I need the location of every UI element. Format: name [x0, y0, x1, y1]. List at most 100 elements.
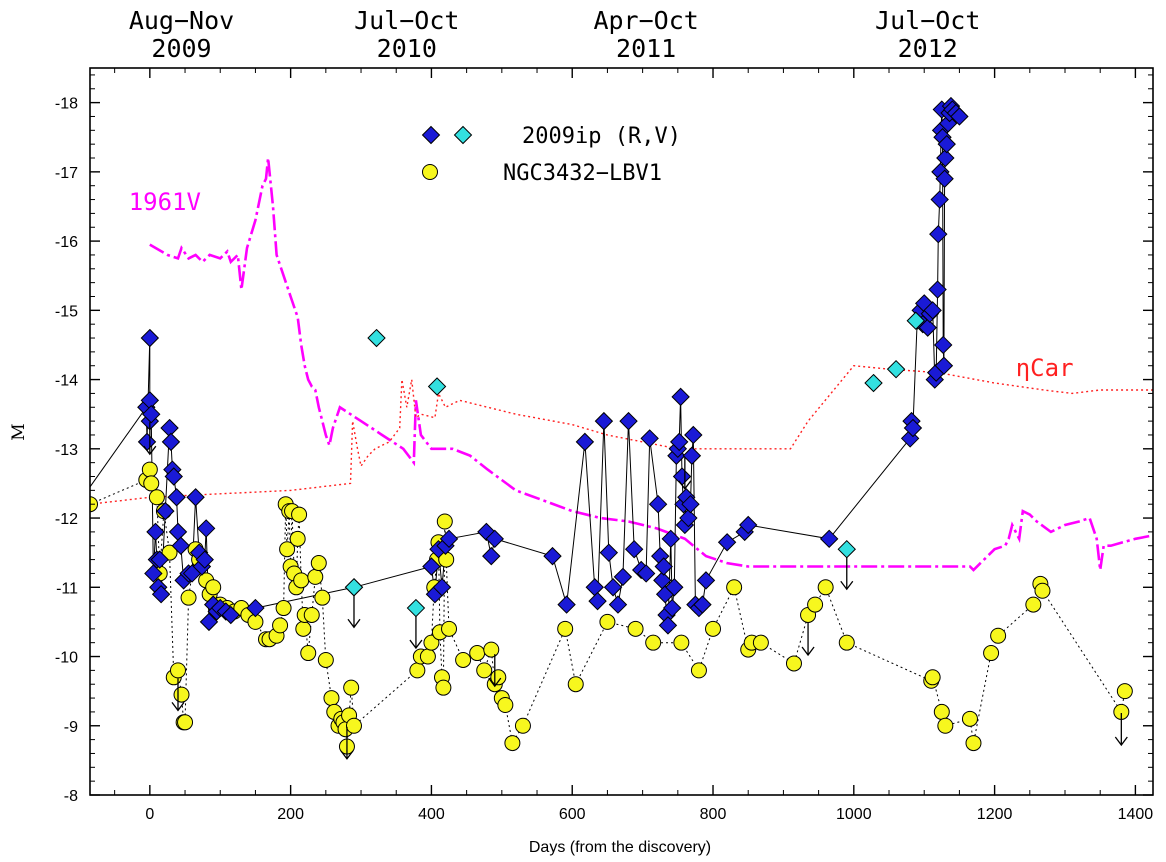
lbv1-point: [289, 530, 306, 547]
sn2009ip-R-point: [557, 595, 576, 614]
period-year: 2011: [616, 34, 676, 63]
x-tick-label: 800: [700, 806, 727, 823]
lbv1-point: [293, 572, 310, 589]
sn1961V-curve: [149, 157, 1153, 572]
x-tick-label: 0: [145, 806, 154, 823]
sn2009ip-R-point: [665, 578, 684, 597]
lbv1-point: [673, 634, 690, 651]
upper-limit-head: [488, 677, 502, 688]
sn2009ip-R-point: [640, 429, 659, 448]
sn2009ip-R-point: [144, 564, 163, 583]
x-tick-label: 1200: [977, 806, 1013, 823]
lbv1-point: [409, 662, 426, 679]
sn2009ip-V-point: [344, 578, 364, 597]
sn2009ip-R-point: [146, 522, 165, 542]
lbv1-point: [567, 676, 584, 693]
lbv1-point: [143, 475, 160, 492]
sn2009ip-R-point: [156, 501, 175, 521]
lbv1-point: [490, 669, 507, 686]
sn2009ip-R-point: [221, 605, 241, 625]
sn2009ip-V-point: [427, 377, 447, 396]
upper-limit-head: [840, 580, 854, 591]
sn2009ip-V-point: [406, 598, 426, 618]
annotations: 1961V ηCar: [129, 188, 1074, 382]
sn2009ip-R-point: [950, 107, 969, 126]
sn2009ip-R-point: [717, 533, 737, 552]
sn2009ip-R-point: [543, 546, 562, 566]
y-tick-label: -10: [55, 650, 78, 667]
sn2009ip-R-point: [246, 598, 265, 618]
lbv1-point: [469, 645, 486, 662]
lbv1-point: [180, 589, 197, 606]
sn2009ip-R-point: [934, 356, 954, 375]
y-tick-label: -14: [55, 373, 78, 390]
lbv1-point: [933, 703, 950, 720]
legend-label: NGC3432−LBV1: [503, 161, 662, 186]
sn2009ip-R-point: [585, 578, 604, 597]
lbv1-point: [483, 641, 500, 658]
sn2009ip-R-point: [594, 411, 614, 431]
lbv1-point: [504, 735, 521, 752]
sn2009ip-R-point: [658, 616, 678, 635]
sn2009ip-R-point: [603, 578, 623, 597]
period-year: 2009: [151, 34, 211, 63]
sn2009ip-R-point: [696, 571, 716, 590]
sn2009ip-R-point: [432, 578, 452, 597]
lbv1-point: [307, 568, 324, 585]
lbv1-point: [807, 596, 824, 613]
lbv1-point: [455, 651, 472, 668]
lbv1-point: [169, 662, 186, 679]
lbv1-point: [173, 686, 190, 703]
legend-marker-V: [453, 125, 473, 145]
sn2009ip-R-point: [619, 411, 638, 431]
sn2009ip-R-point: [693, 595, 712, 614]
sn2009ip-R-point: [608, 595, 628, 614]
y-tick-label: -15: [55, 303, 78, 320]
lbv1-point: [141, 461, 158, 478]
lbv1-point: [645, 634, 662, 651]
legend-marker-R: [421, 125, 441, 145]
lbv1-point: [345, 717, 362, 734]
upper-limit-head: [678, 480, 692, 490]
sn2009ip-R-point: [681, 494, 700, 514]
sn2009ip-R-point: [624, 539, 644, 559]
lbv1-point: [272, 617, 289, 634]
lbv1-point: [303, 606, 320, 623]
x-tick-label: 1400: [1118, 806, 1154, 823]
top-period-labels: Aug−Nov2009Jul−Oct2010Apr−Oct2011Jul−Oct…: [129, 6, 981, 63]
lbv1-point: [314, 589, 331, 606]
plot-frame: [89, 67, 1154, 796]
x-tick-label: 400: [418, 806, 445, 823]
lbv1-point: [726, 579, 743, 596]
data-markers: [90, 96, 1133, 755]
period-year: 2012: [898, 34, 958, 63]
legend-label: 2009ip (R,V): [522, 124, 681, 149]
sn2009ip-R-point: [167, 488, 186, 507]
lbv1-point: [924, 669, 941, 686]
sn2009ip-V-point: [864, 373, 883, 393]
lbv1-point: [291, 506, 308, 523]
y-tick-label: -13: [55, 442, 78, 459]
y-tick-label: -12: [55, 511, 78, 528]
x-axis: 0 200 400 600 800 1000 1200 1400: [114, 68, 1154, 823]
upper-limit-head: [171, 701, 185, 712]
lbv1-point: [817, 579, 834, 596]
sn2009ip-R-point: [199, 612, 219, 632]
sn2009ip-R-point: [929, 224, 948, 244]
sn2009ip-R-point: [142, 404, 161, 424]
upper-limit-head: [1114, 736, 1128, 747]
y-tick-label: -9: [64, 719, 78, 736]
period-label: Jul−Oct: [875, 6, 980, 35]
sn2009ip-R-point: [196, 519, 216, 538]
sn2009ip-R-point: [164, 467, 183, 486]
x-tick-label: 200: [277, 806, 304, 823]
sn2009ip-R-point: [160, 418, 179, 438]
sn2009ip-R-point: [662, 598, 682, 618]
period-label: Aug−Nov: [129, 6, 234, 35]
sn2009ip-V-point: [367, 328, 386, 348]
x-tick-label: 600: [559, 806, 586, 823]
sn2009ip-R-point: [588, 591, 607, 611]
period-label: Apr−Oct: [593, 6, 698, 35]
sn2009ip-V-point: [886, 359, 906, 379]
